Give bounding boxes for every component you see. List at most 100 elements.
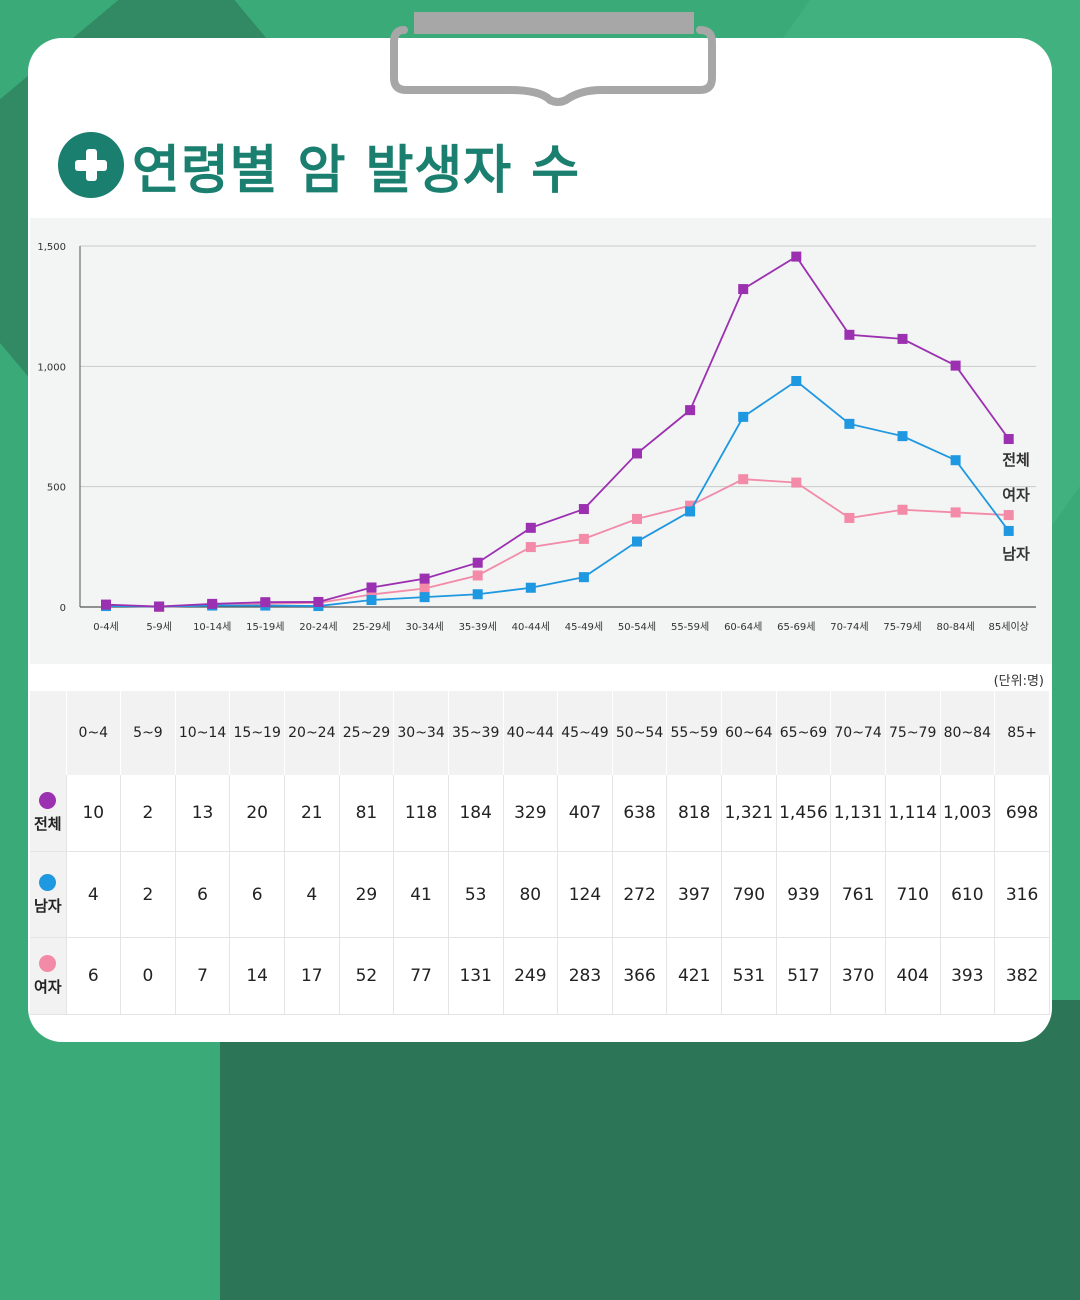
table-cell: 1,003 xyxy=(940,775,996,852)
legend-dot-icon xyxy=(39,955,57,972)
data-point-male xyxy=(950,455,961,466)
table-column-header: 40~44 xyxy=(503,691,559,775)
table-cell: 20 xyxy=(229,775,285,852)
table-cell: 329 xyxy=(503,775,559,852)
series-line-total xyxy=(105,255,1010,608)
table-column-header: 20~24 xyxy=(284,691,340,775)
table-cell: 283 xyxy=(557,937,613,1015)
background-shape xyxy=(220,1000,1080,1300)
table-cell: 4 xyxy=(284,851,340,938)
line-chart: 0 500 1,000 1,500 0-4세 5-9세 10-14세 15-19세 20-24세… xyxy=(37,242,1036,633)
table-cell: 124 xyxy=(557,851,613,938)
table-column-header: 10~14 xyxy=(175,691,231,775)
unit-label: (단위:명) xyxy=(993,674,1044,689)
table-cell: 17 xyxy=(284,937,340,1015)
table-row: 여자 6 0 7 14 17 52 77 131 249 283 366 421 531 517 370 404… xyxy=(30,937,1050,1015)
table-column-header: 45~49 xyxy=(557,691,613,775)
table-cell: 790 xyxy=(721,851,777,938)
table-column-header: 75~79 xyxy=(885,691,941,775)
table-cell: 710 xyxy=(885,851,941,938)
x-tick-label: 15-19세 xyxy=(246,621,284,633)
legend-dot-icon xyxy=(39,792,57,809)
data-point-female xyxy=(791,477,802,488)
data-point-total xyxy=(844,329,855,340)
clipboard-clip-icon xyxy=(390,12,716,106)
table-cell: 404 xyxy=(885,937,941,1015)
x-tick-label: 0-4세 xyxy=(93,621,119,633)
y-tick-label: 0 xyxy=(60,603,66,614)
x-tick-label: 45-49세 xyxy=(565,621,603,633)
table-cell: 13 xyxy=(175,775,231,852)
table-cell: 407 xyxy=(557,775,613,852)
data-point-female xyxy=(578,533,589,544)
table-cell: 53 xyxy=(448,851,504,938)
table-cell: 80 xyxy=(503,851,559,938)
x-tick-label: 10-14세 xyxy=(193,621,231,633)
table-cell: 761 xyxy=(830,851,886,938)
table-cell: 4 xyxy=(66,851,122,938)
table-column-header: 5~9 xyxy=(120,691,176,775)
table-column-header: 25~29 xyxy=(339,691,395,775)
table-cell: 249 xyxy=(503,937,559,1015)
data-point-total xyxy=(791,251,802,262)
data-point-male xyxy=(685,506,696,517)
x-tick-label: 25-29세 xyxy=(352,621,390,633)
row-label-text: 전체 xyxy=(33,815,62,833)
table-cell: 366 xyxy=(612,937,668,1015)
table-column-header: 70~74 xyxy=(830,691,886,775)
table-column-header: 80~84 xyxy=(940,691,996,775)
table-cell: 2 xyxy=(120,851,176,938)
data-point-female xyxy=(525,542,536,553)
x-tick-label: 65-69세 xyxy=(777,621,815,633)
data-point-total xyxy=(738,284,749,295)
series-line-female xyxy=(105,478,1009,608)
data-point-female xyxy=(1003,510,1014,521)
data-point-male xyxy=(844,418,855,429)
row-label-text: 여자 xyxy=(33,978,62,996)
row-label-female: 여자 xyxy=(30,937,67,1015)
data-point-total xyxy=(525,522,536,533)
x-tick-label: 30-34세 xyxy=(405,621,443,633)
data-point-total xyxy=(260,597,271,608)
table-cell: 21 xyxy=(284,775,340,852)
x-tick-label: 40-44세 xyxy=(512,621,550,633)
data-point-male xyxy=(738,411,749,422)
data-point-male xyxy=(472,589,483,600)
table-cell: 2 xyxy=(120,775,176,852)
x-tick-label: 5-9세 xyxy=(146,621,172,633)
table-column-header: 65~69 xyxy=(776,691,832,775)
chart-panel: 0 500 1,000 1,500 0-4세 5-9세 10-14세 15-19세 20-24세… xyxy=(30,218,1052,664)
table-column-header: 30~34 xyxy=(393,691,449,775)
data-point-total xyxy=(950,360,961,371)
x-tick-label: 75-79세 xyxy=(883,621,921,633)
row-label-text: 남자 xyxy=(33,896,62,915)
data-point-female xyxy=(366,589,377,600)
table-row: 전체 10 2 13 20 21 81 118 184 329 407 638 818 1,321 1,45… xyxy=(30,775,1050,852)
x-tick-label: 35-39세 xyxy=(459,621,497,633)
x-tick-label: 85세이상 xyxy=(989,621,1029,633)
plus-circle-icon xyxy=(58,132,124,198)
table-cell: 1,131 xyxy=(830,775,886,852)
table-cell: 14 xyxy=(229,937,285,1015)
data-point-total xyxy=(313,596,324,607)
table-corner xyxy=(30,691,67,775)
table-column-header: 35~39 xyxy=(448,691,504,775)
data-point-female xyxy=(738,474,749,485)
table-cell: 272 xyxy=(612,851,668,938)
table-cell: 531 xyxy=(721,937,777,1015)
table-column-header: 15~19 xyxy=(229,691,285,775)
table-cell: 1,456 xyxy=(776,775,832,852)
table-row: 남자 4 2 6 6 4 29 41 53 80 124 272 397 790 939 761 710 610 3… xyxy=(30,851,1050,938)
series-label-male: 남자 xyxy=(1002,545,1030,563)
x-tick-label: 20-24세 xyxy=(299,621,337,633)
data-point-male xyxy=(632,536,642,547)
table-cell: 939 xyxy=(776,851,832,938)
page-title: 연령별 암 발생자 수 xyxy=(58,125,580,205)
data-point-male xyxy=(578,572,589,583)
title-text: 연령별 암 발생자 수 xyxy=(132,140,581,201)
table-cell: 1,114 xyxy=(885,775,941,852)
x-tick-label: 50-54세 xyxy=(618,621,656,633)
x-tick-label: 55-59세 xyxy=(671,621,709,633)
table-cell: 1,321 xyxy=(721,775,777,852)
table-cell: 698 xyxy=(994,775,1050,852)
